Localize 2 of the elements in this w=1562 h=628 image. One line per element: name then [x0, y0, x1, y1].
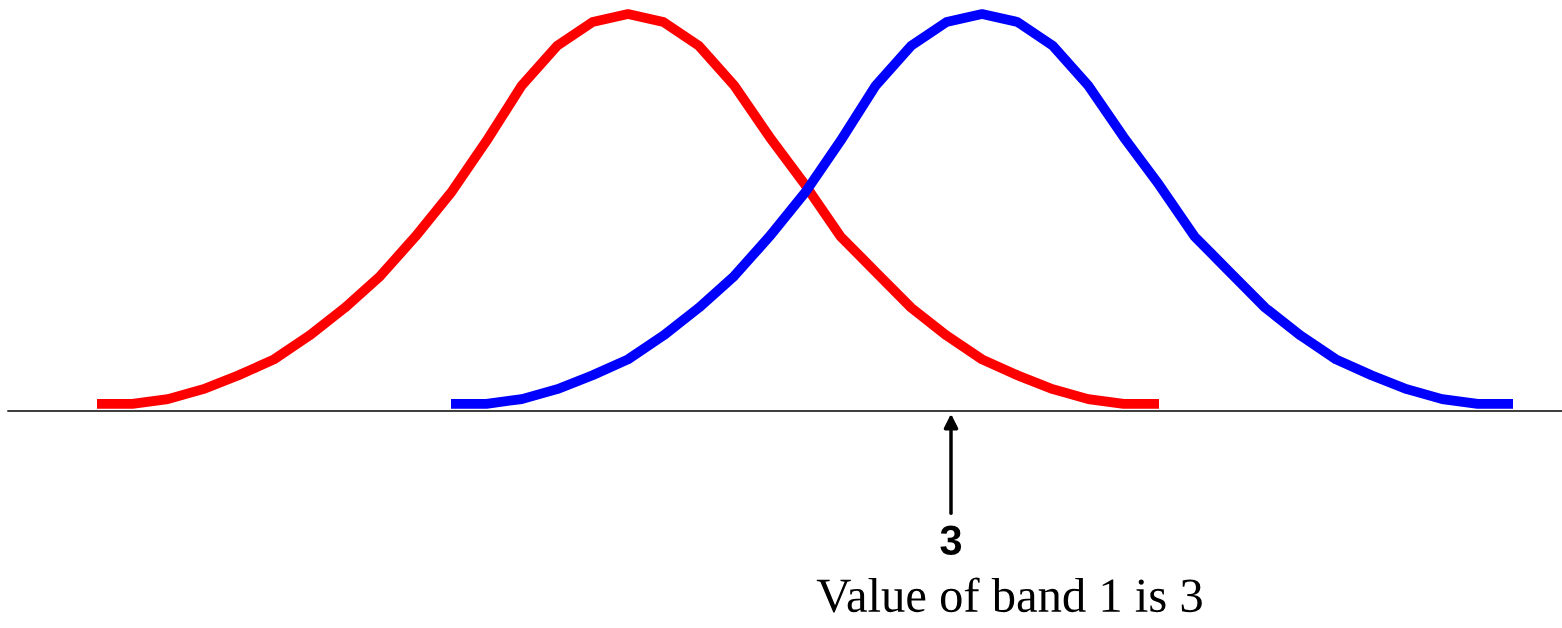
text: 3 [940, 525, 962, 556]
text: Value of band 1 is 3 [816, 577, 1202, 613]
